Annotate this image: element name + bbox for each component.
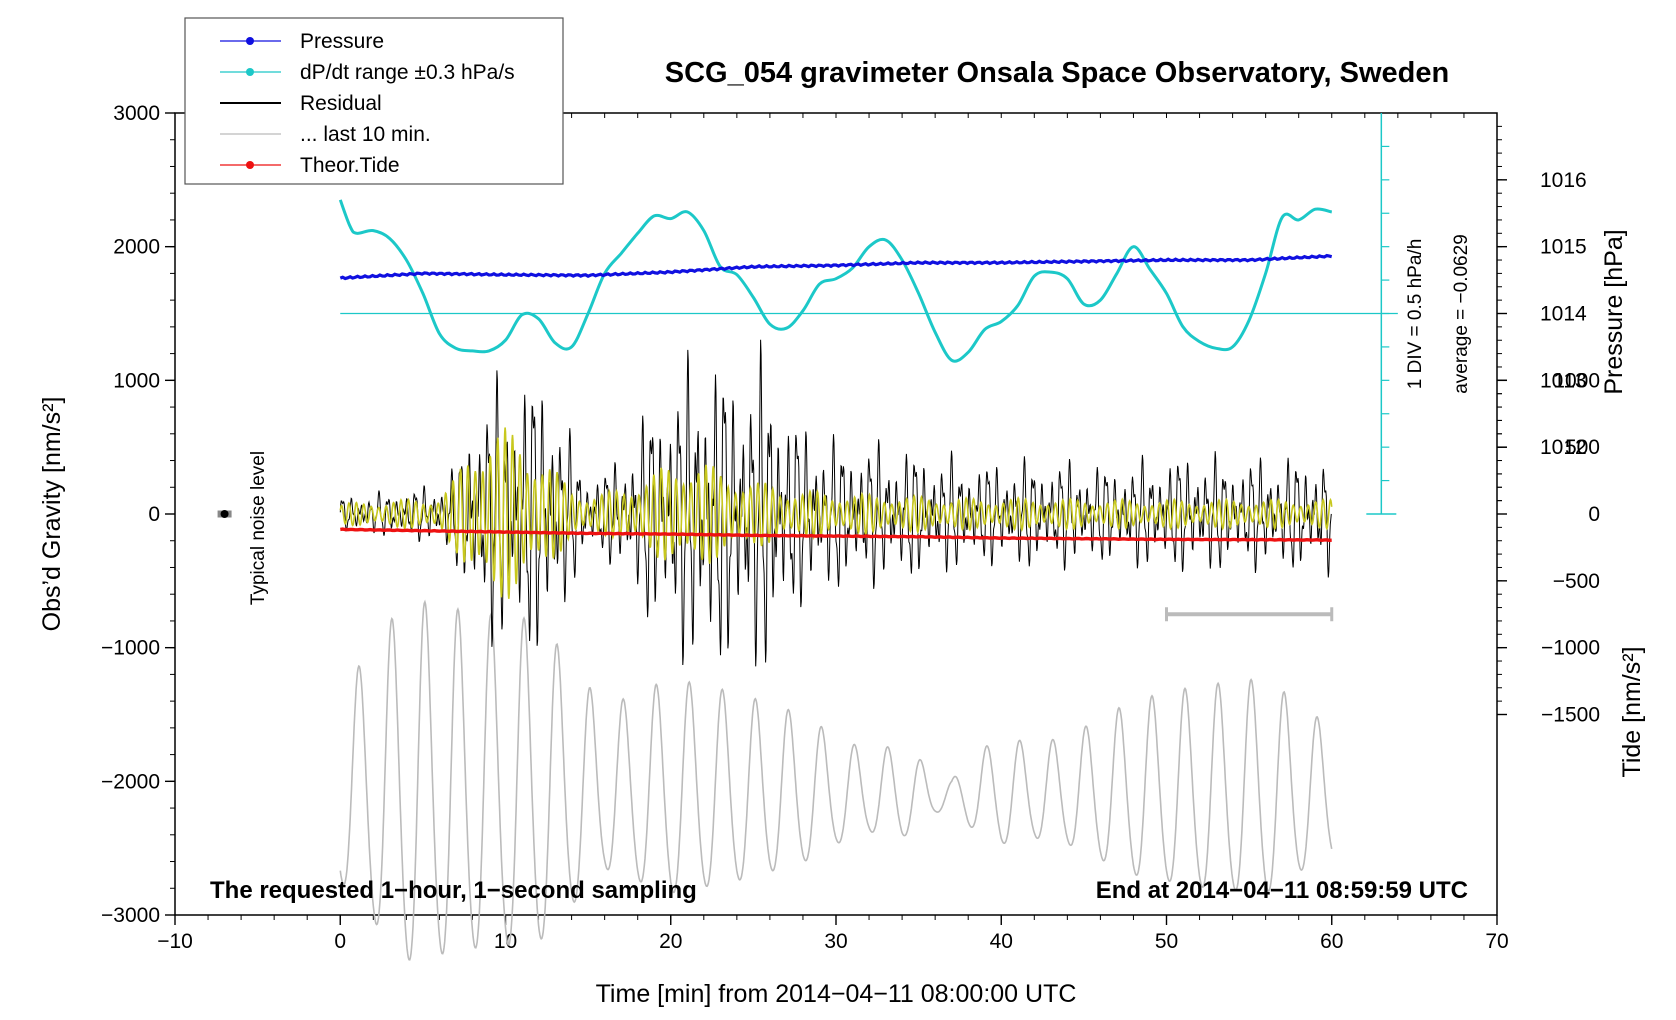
x-tick-label: 60 <box>1320 930 1343 953</box>
dpdt-div-label: 1 DIV = 0.5 hPa/h <box>1405 239 1426 390</box>
y-tick-label: −3000 <box>101 904 160 927</box>
tide-tick-label: −500 <box>1553 570 1600 593</box>
noise-level-label: Typical noise level <box>248 451 269 605</box>
x-tick-label: 70 <box>1485 930 1508 953</box>
legend-swatch-marker <box>246 37 254 45</box>
annotation-bottom-left: The requested 1−hour, 1−second sampling <box>210 877 697 904</box>
theor-tide-line <box>340 527 1332 543</box>
tide-axis-label: Tide [nm/s²] <box>1618 646 1646 777</box>
x-tick-label: 40 <box>990 930 1013 953</box>
pressure-line <box>339 253 1333 281</box>
tide-tick-label: 1000 <box>1553 369 1600 392</box>
legend-label: Pressure <box>300 30 384 53</box>
x-tick-label: 0 <box>334 930 346 953</box>
legend-label: ... last 10 min. <box>300 123 431 146</box>
pressure-axis-label: Pressure [hPa] <box>1600 229 1628 394</box>
series-layer <box>217 113 1398 961</box>
residual-filtered-line <box>339 427 1333 599</box>
axis-ticks: −10 0 10 20 30 40 50 60 70−3000−2000−10000100020… <box>101 102 1600 953</box>
dpdt-line <box>338 199 1333 363</box>
y-tick-label: 2000 <box>113 236 160 259</box>
pressure-tick-label: 1014 <box>1540 303 1587 326</box>
annotation-bottom-right: End at 2014−04−11 08:59:59 UTC <box>1096 877 1468 904</box>
tide-tick-label: 500 <box>1565 436 1600 459</box>
x-tick-label: 50 <box>1155 930 1178 953</box>
x-tick-label: 30 <box>824 930 847 953</box>
last-10-min-line <box>339 599 1333 961</box>
pressure-tick-label: 1015 <box>1540 236 1587 259</box>
legend-swatch-marker <box>246 68 254 76</box>
tide-tick-label: −1500 <box>1541 704 1600 727</box>
pressure-tick-label: 1016 <box>1540 169 1587 192</box>
x-tick-label: 20 <box>659 930 682 953</box>
tide-tick-label: −1000 <box>1541 637 1600 660</box>
legend-label: dP/dt range ±0.3 hPa/s <box>300 61 515 84</box>
noise-level-dot <box>220 510 229 518</box>
chart-title: SCG_054 gravimeter Onsala Space Observat… <box>665 57 1449 89</box>
legend-box <box>184 17 564 185</box>
dpdt-average-label: average = −0.0629 <box>1451 234 1472 394</box>
x-tick-label: −10 <box>157 930 193 953</box>
y-tick-label: −1000 <box>101 637 160 660</box>
x-axis-label: Time [min] from 2014−04−11 08:00:00 UTC <box>596 980 1077 1008</box>
y-tick-label: 1000 <box>113 369 160 392</box>
pressure-tick-label: 1012 <box>1540 436 1587 459</box>
legend: Pressure dP/dt range ±0.3 hPa/s Residual..… <box>184 17 564 185</box>
legend-swatch-marker <box>246 161 254 169</box>
y-tick-label: 3000 <box>113 102 160 125</box>
y-tick-label: −2000 <box>101 770 160 793</box>
legend-label: Residual <box>300 92 382 115</box>
y-tick-label: 0 <box>148 503 160 526</box>
pressure-tick-label: 1013 <box>1540 369 1587 392</box>
legend-label: Theor.Tide <box>300 154 400 177</box>
left-axis-label: Obs’d Gravity [nm/s²] <box>38 397 66 632</box>
tide-tick-label: 0 <box>1588 503 1600 526</box>
